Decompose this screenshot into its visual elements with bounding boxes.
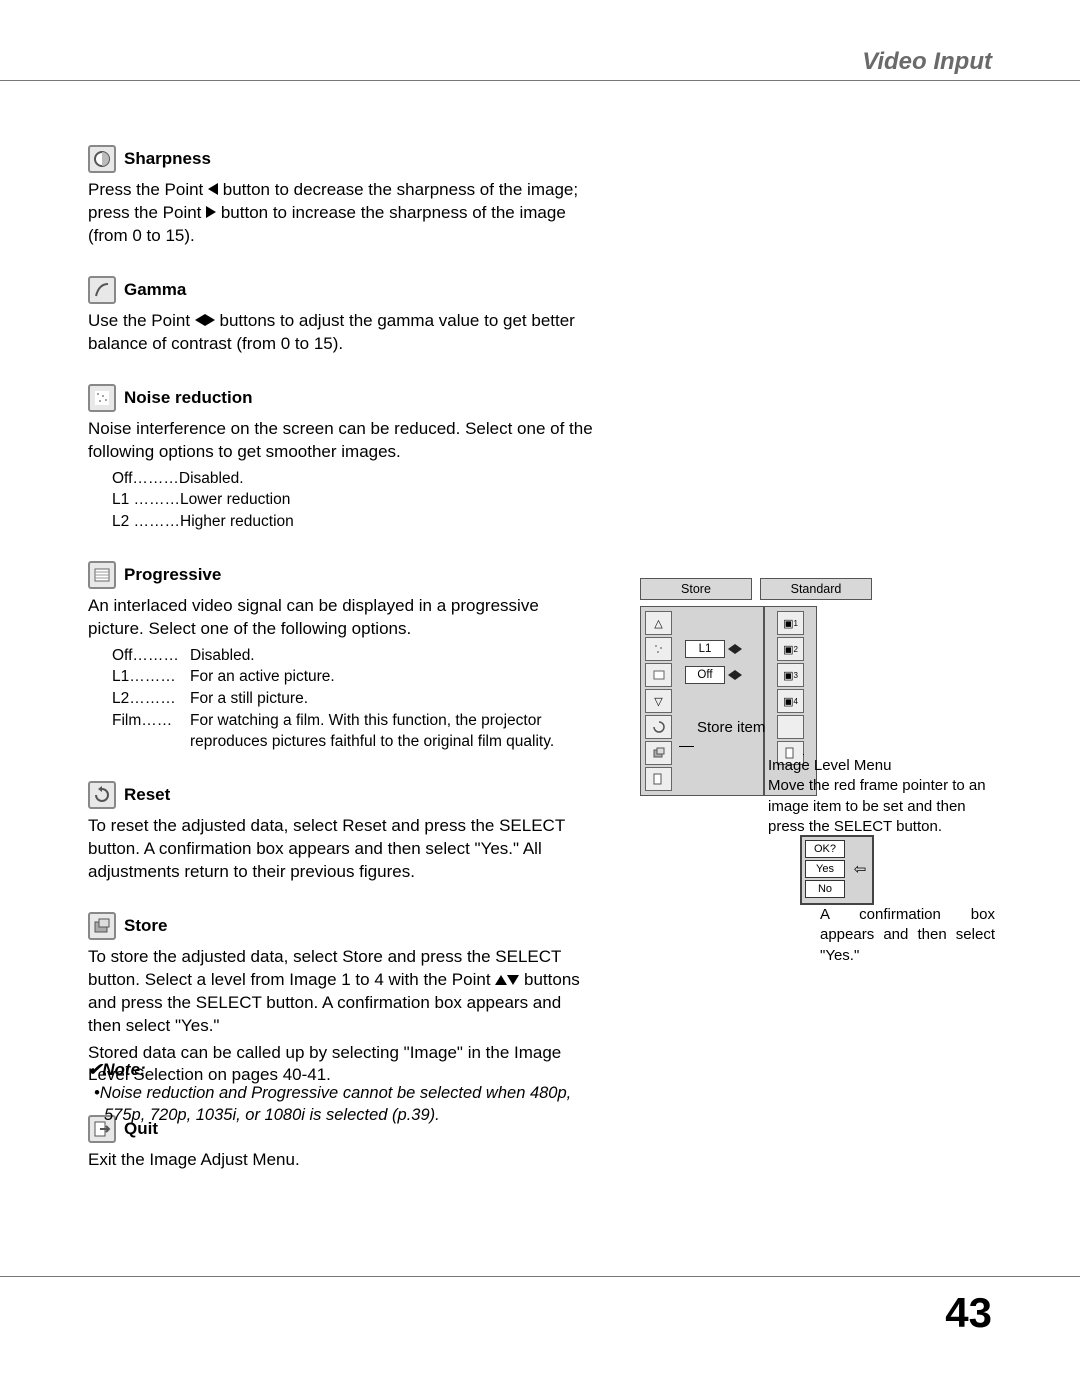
quit-menu-icon — [645, 767, 672, 791]
text-seg: Press the Point — [88, 180, 208, 199]
text-seg: Use the Point — [88, 311, 195, 330]
prog-opt-film: Film……For watching a film. With this fun… — [112, 710, 598, 753]
opt-val: For an active picture. — [190, 666, 598, 688]
horizontal-rule-bottom — [0, 1276, 1080, 1277]
noise-opt-l2: L2 ………Higher reduction — [112, 511, 598, 533]
adjust-left-icon — [728, 670, 735, 680]
menu-tab-store: Store — [640, 578, 752, 600]
opt-val: For a still picture. — [190, 688, 598, 710]
quit-body: Exit the Image Adjust Menu. — [88, 1149, 598, 1172]
note-title: ✔Note: — [88, 1060, 598, 1080]
sharpness-icon — [88, 145, 116, 173]
progressive-section: Progressive An interlaced video signal c… — [88, 561, 598, 753]
back-arrow-icon: ⇦ — [851, 862, 869, 876]
opt-key: Film…… — [112, 710, 190, 753]
prog-opt-off: Off………Disabled. — [112, 645, 598, 667]
store-body: To store the adjusted data, select Store… — [88, 946, 598, 1038]
noise-value-row: L1 — [682, 637, 750, 661]
adjust-right-icon — [735, 644, 742, 654]
gamma-title: Gamma — [124, 280, 186, 300]
value-l1: L1 — [685, 640, 725, 658]
page-title: Video Input — [862, 48, 992, 76]
progressive-menu-icon — [645, 663, 672, 687]
point-right-icon — [206, 206, 216, 218]
reset-title: Reset — [124, 785, 170, 805]
dialog-ok-label: OK? — [805, 840, 845, 858]
store-icon — [88, 912, 116, 940]
note-block: ✔Note: •Noise reduction and Progressive … — [88, 1060, 598, 1127]
img-num: 1 — [793, 619, 797, 628]
note-body: •Noise reduction and Progressive cannot … — [104, 1082, 598, 1127]
callout-store-item: Store item — [697, 718, 777, 738]
point-down-icon — [507, 975, 519, 985]
sharpness-title: Sharpness — [124, 149, 211, 169]
noise-icon — [88, 384, 116, 412]
main-content-column: Sharpness Press the Point button to decr… — [88, 145, 598, 1200]
reset-menu-icon — [645, 715, 672, 739]
adjust-right-icon — [735, 670, 742, 680]
menu-left-panel: △ ▽ L1 Off — [640, 606, 764, 796]
gamma-body: Use the Point buttons to adjust the gamm… — [88, 310, 598, 356]
callout-confirmation: A confirmation box appears and then sele… — [820, 905, 995, 966]
store-title: Store — [124, 916, 167, 936]
image-3-icon: ▣3 — [777, 663, 804, 687]
noise-title: Noise reduction — [124, 388, 252, 408]
horizontal-rule-top — [0, 80, 1080, 81]
point-left-icon — [195, 314, 205, 326]
img-num: 2 — [793, 645, 797, 654]
image-2-icon: ▣2 — [777, 637, 804, 661]
noise-menu-icon — [645, 637, 672, 661]
noise-opt-l1: L1 ………Lower reduction — [112, 489, 598, 511]
progressive-value-row: Off — [682, 663, 750, 687]
dialog-yes-button[interactable]: Yes — [805, 860, 845, 878]
callout-line1: Image Level Menu — [768, 757, 891, 774]
opt-key: L1……… — [112, 666, 190, 688]
callout-line2: Move the red frame pointer to an image i… — [768, 777, 986, 835]
progressive-body: An interlaced video signal can be displa… — [88, 595, 598, 641]
callout-level-menu: Image Level Menu Move the red frame poin… — [768, 756, 998, 837]
image-1-icon: ▣1 — [777, 611, 804, 635]
prog-opt-l2: L2………For a still picture. — [112, 688, 598, 710]
dialog-no-button[interactable]: No — [805, 880, 845, 898]
store-menu-icon — [645, 741, 672, 765]
img-num: 3 — [793, 671, 797, 680]
reset-body: To reset the adjusted data, select Reset… — [88, 815, 598, 884]
progressive-title: Progressive — [124, 565, 221, 585]
value-off: Off — [685, 666, 725, 684]
text-seg: To store the adjusted data, select Store… — [88, 947, 561, 989]
point-right-icon — [205, 314, 215, 326]
opt-key: L2……… — [112, 688, 190, 710]
reset-section: Reset To reset the adjusted data, select… — [88, 781, 598, 884]
opt-val: For watching a film. With this function,… — [190, 710, 598, 753]
progressive-icon — [88, 561, 116, 589]
noise-body: Noise interference on the screen can be … — [88, 418, 598, 464]
reset-icon — [88, 781, 116, 809]
gamma-icon — [88, 276, 116, 304]
noise-section: Noise reduction Noise interference on th… — [88, 384, 598, 533]
point-up-icon — [495, 975, 507, 985]
adjust-left-icon — [728, 644, 735, 654]
confirmation-dialog: OK? Yes ⇦ No — [800, 835, 874, 905]
sharpness-body: Press the Point button to decrease the s… — [88, 179, 598, 248]
img-num: 4 — [793, 697, 797, 706]
opt-val: Disabled. — [190, 645, 598, 667]
noise-opt-off: Off………Disabled. — [112, 468, 598, 490]
gamma-section: Gamma Use the Point buttons to adjust th… — [88, 276, 598, 356]
image-4-icon: ▣4 — [777, 689, 804, 713]
scroll-down-icon: ▽ — [645, 689, 672, 713]
page-number: 43 — [945, 1289, 992, 1337]
scroll-up-icon: △ — [645, 611, 672, 635]
callout-line-store — [679, 746, 694, 747]
sharpness-section: Sharpness Press the Point button to decr… — [88, 145, 598, 248]
menu-tab-standard: Standard — [760, 578, 872, 600]
point-left-icon — [208, 183, 218, 195]
callout-line-level — [803, 754, 804, 755]
opt-key: Off……… — [112, 645, 190, 667]
prog-opt-l1: L1………For an active picture. — [112, 666, 598, 688]
